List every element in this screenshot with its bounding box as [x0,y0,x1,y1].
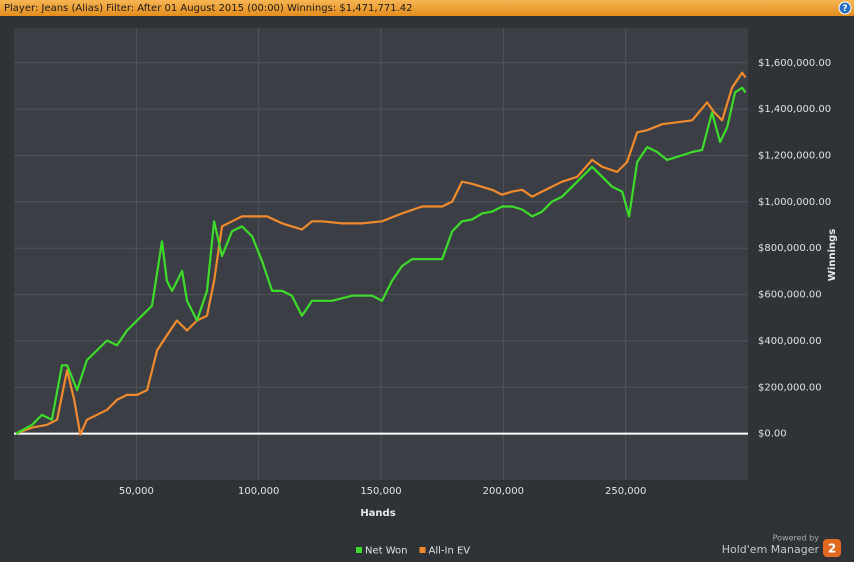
header-title: Player: Jeans (Alias) Filter: After 01 A… [4,3,413,14]
x-axis-title: Hands [360,508,395,519]
series-line [15,71,747,436]
help-icon[interactable]: ? [842,4,847,14]
y-tick-label: $1,000,000.00 [758,197,831,208]
series-line [15,86,747,435]
y-tick-label: $200,000.00 [758,382,822,393]
legend-swatch [419,547,426,553]
legend-label: Net Won [365,546,408,557]
y-tick-label: $400,000.00 [758,336,822,347]
y-axis-title: Winnings [827,229,838,281]
x-tick-label: 50,000 [119,486,154,497]
header-bar [0,0,854,16]
y-tick-label: $1,400,000.00 [758,104,831,115]
x-tick-label: 200,000 [483,486,524,497]
x-tick-label: 250,000 [605,486,646,497]
y-tick-label: $1,200,000.00 [758,150,831,161]
x-tick-label: 100,000 [238,486,279,497]
y-tick-label: $0.00 [758,429,787,440]
y-tick-label: $800,000.00 [758,243,822,254]
powered-by: Powered by [773,534,820,543]
brand-badge-bg [823,539,841,557]
x-tick-label: 150,000 [360,486,401,497]
legend-swatch [356,547,362,553]
help-button[interactable] [838,1,852,15]
y-tick-label: $600,000.00 [758,290,822,301]
brand-badge: 2 [828,542,836,556]
brand-name: Hold'em Manager [722,543,820,556]
legend-label: All-In EV [429,546,471,557]
y-tick-label: $1,600,000.00 [758,58,831,69]
